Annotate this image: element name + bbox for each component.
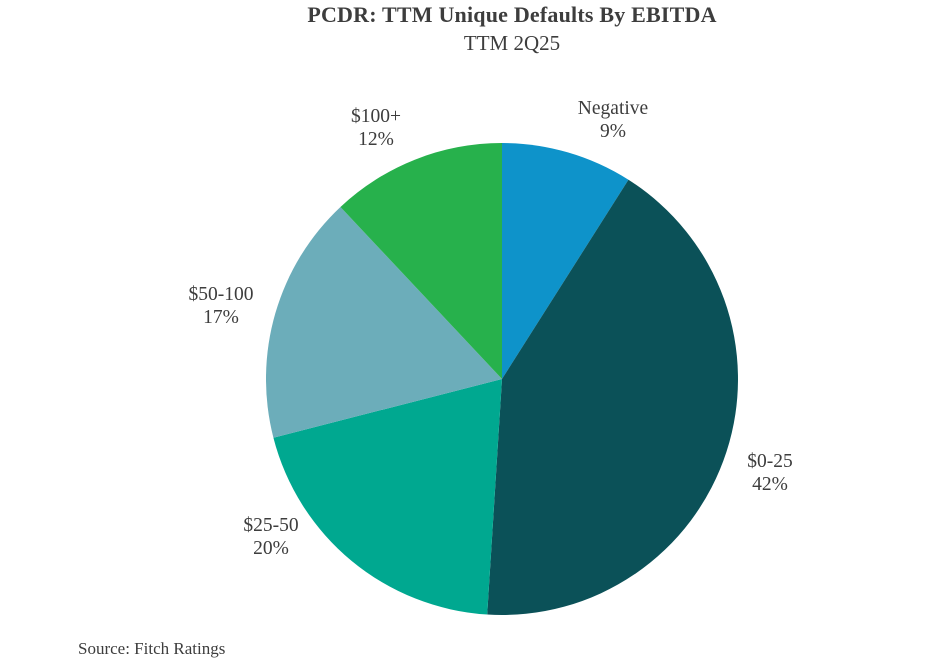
slice-label-text: $100+ — [351, 106, 401, 127]
pie-slice-25-50 — [273, 379, 502, 615]
slice-label-text: $0-25 — [747, 451, 793, 472]
slice-percent-text: 12% — [358, 129, 394, 150]
slice-label-50-100: $50-100 17% — [189, 283, 254, 329]
source-note: Source: Fitch Ratings — [78, 639, 226, 658]
slice-label-25-50: $25-50 20% — [243, 514, 298, 560]
slice-label-negative: Negative 9% — [578, 97, 648, 143]
slice-label-100-plus: $100+ 12% — [351, 105, 401, 151]
slice-label-0-25: $0-25 42% — [747, 450, 793, 496]
pie-slice-0-25 — [487, 179, 738, 615]
chart-subtitle: TTM 2Q25 — [463, 31, 561, 55]
slice-label-text: Negative — [577, 98, 649, 119]
slice-percent-text: 20% — [253, 538, 289, 559]
slice-label-text: $25-50 — [243, 515, 299, 536]
pie-slice-negative — [502, 143, 629, 379]
chart-title: PCDR: TTM Unique Defaults By EBITDA — [307, 2, 717, 27]
slice-percent-text: 17% — [203, 307, 239, 328]
slice-percent-text: 42% — [752, 474, 788, 495]
slice-label-text: $50-100 — [188, 284, 254, 305]
pie-slice-50-100 — [265, 206, 502, 438]
pie-slice-100 — [340, 143, 502, 379]
slice-percent-text: 9% — [599, 121, 626, 142]
